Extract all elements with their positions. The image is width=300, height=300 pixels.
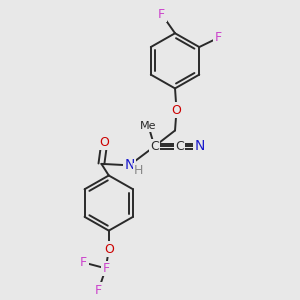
Text: F: F — [80, 256, 87, 269]
Text: N: N — [195, 140, 205, 154]
Text: C: C — [150, 140, 159, 153]
Text: O: O — [99, 136, 109, 148]
Text: O: O — [104, 243, 114, 256]
Text: Me: Me — [140, 121, 157, 131]
Text: F: F — [102, 262, 110, 275]
Text: F: F — [215, 31, 222, 44]
Text: H: H — [134, 164, 143, 177]
Text: F: F — [158, 8, 165, 21]
Text: C: C — [175, 140, 184, 153]
Text: O: O — [172, 104, 182, 117]
Text: N: N — [124, 158, 135, 172]
Text: F: F — [95, 284, 102, 297]
